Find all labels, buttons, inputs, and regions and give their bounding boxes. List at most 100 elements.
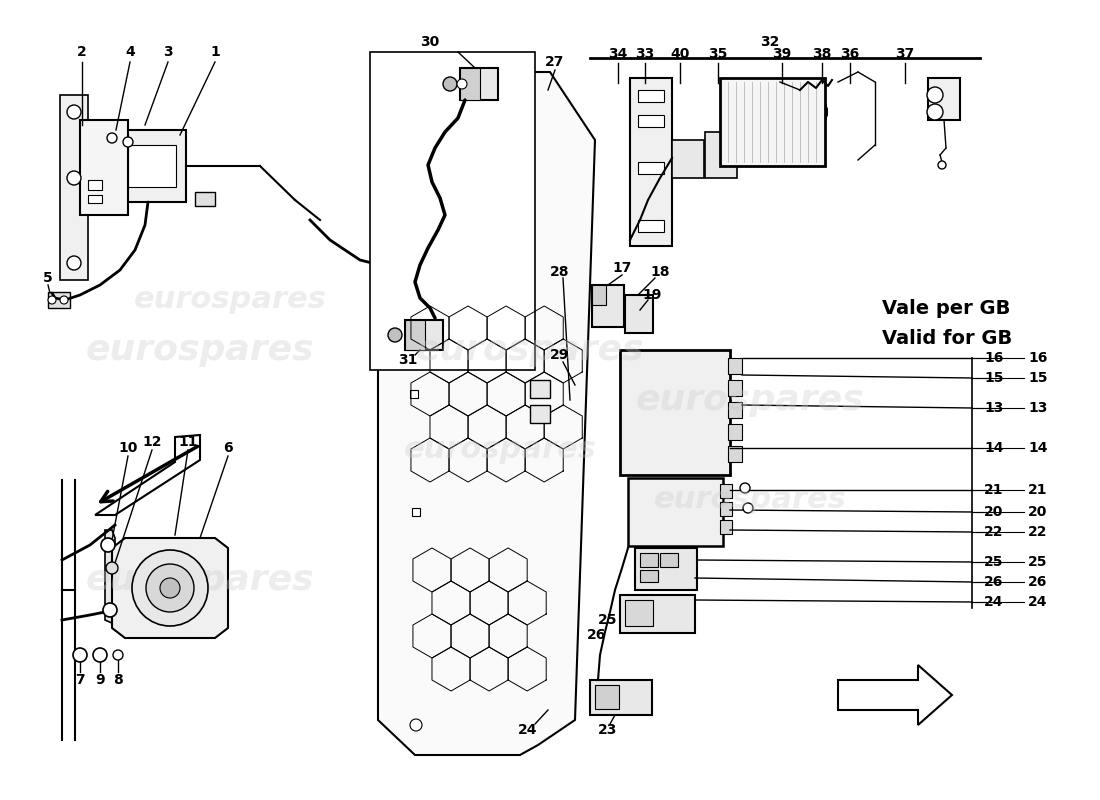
Bar	[638, 220, 664, 232]
Bar	[370, 52, 535, 370]
Circle shape	[123, 137, 133, 147]
Text: 3: 3	[163, 45, 173, 59]
Text: 16: 16	[984, 351, 1003, 365]
Text: 11: 11	[178, 435, 198, 449]
Text: 8: 8	[113, 673, 123, 687]
Bar	[595, 685, 619, 709]
Circle shape	[67, 256, 81, 270]
Circle shape	[132, 550, 208, 626]
Bar	[638, 162, 664, 174]
Text: 14: 14	[984, 441, 1003, 455]
Text: 9: 9	[96, 673, 104, 687]
Polygon shape	[378, 72, 595, 755]
Bar	[640, 570, 658, 582]
Circle shape	[103, 603, 117, 617]
Text: 23: 23	[598, 723, 618, 737]
Text: 13: 13	[984, 401, 1003, 415]
Circle shape	[67, 171, 81, 185]
Bar	[620, 350, 730, 475]
Bar	[620, 595, 695, 633]
Text: 27: 27	[546, 55, 564, 69]
Text: 38: 38	[812, 47, 832, 61]
Bar	[625, 600, 653, 626]
Bar	[410, 390, 418, 398]
Text: 21: 21	[1028, 483, 1047, 497]
Bar	[728, 446, 743, 462]
Circle shape	[927, 104, 943, 120]
Bar	[88, 195, 102, 203]
Bar	[728, 424, 743, 440]
Text: 36: 36	[840, 47, 859, 61]
Text: 14: 14	[1028, 441, 1047, 455]
Circle shape	[106, 562, 118, 574]
Text: 20: 20	[984, 505, 1003, 519]
Polygon shape	[104, 530, 132, 630]
Text: 7: 7	[75, 673, 85, 687]
Circle shape	[67, 105, 81, 119]
Bar	[705, 132, 737, 178]
Text: 18: 18	[650, 265, 670, 279]
Bar	[728, 402, 743, 418]
Bar	[460, 68, 498, 100]
Bar	[88, 180, 102, 190]
Text: 24: 24	[1028, 595, 1047, 609]
Circle shape	[60, 296, 68, 304]
Bar	[80, 120, 128, 215]
Bar	[625, 295, 653, 333]
Circle shape	[742, 503, 754, 513]
Text: 24: 24	[984, 595, 1003, 609]
Bar	[635, 548, 697, 590]
Bar	[412, 508, 420, 516]
Text: 25: 25	[1028, 555, 1047, 569]
Bar	[720, 520, 732, 534]
Text: 15: 15	[1028, 371, 1047, 385]
Bar	[530, 405, 550, 423]
Text: 30: 30	[420, 35, 440, 49]
Text: 26: 26	[984, 575, 1003, 589]
Text: eurospares: eurospares	[133, 286, 327, 314]
Bar	[720, 484, 732, 498]
Circle shape	[73, 648, 87, 662]
Bar	[672, 140, 704, 178]
Text: eurospares: eurospares	[653, 486, 846, 514]
Text: 26: 26	[1028, 575, 1047, 589]
Bar	[728, 380, 743, 396]
Circle shape	[388, 328, 401, 342]
Text: 34: 34	[608, 47, 628, 61]
Circle shape	[146, 564, 194, 612]
Text: 2: 2	[77, 45, 87, 59]
Circle shape	[938, 161, 946, 169]
Circle shape	[443, 77, 456, 91]
Text: 40: 40	[670, 47, 690, 61]
Bar	[592, 285, 606, 305]
Circle shape	[740, 483, 750, 493]
Text: 5: 5	[43, 271, 53, 285]
Bar	[638, 115, 664, 127]
Text: 6: 6	[223, 441, 233, 455]
Circle shape	[927, 87, 943, 103]
Text: 28: 28	[550, 265, 570, 279]
Text: 21: 21	[984, 483, 1003, 497]
Text: 10: 10	[119, 441, 138, 455]
Bar	[405, 320, 425, 350]
Text: Vale per GB: Vale per GB	[882, 298, 1011, 318]
Bar	[720, 78, 825, 166]
Bar	[60, 95, 88, 280]
Text: 15: 15	[984, 371, 1003, 385]
Text: 1: 1	[210, 45, 220, 59]
Text: 25: 25	[984, 555, 1003, 569]
Bar	[640, 553, 658, 567]
Text: Valid for GB: Valid for GB	[882, 329, 1012, 347]
Circle shape	[456, 79, 468, 89]
Text: 22: 22	[1028, 525, 1047, 539]
Polygon shape	[838, 665, 952, 725]
Bar	[195, 192, 214, 206]
Bar	[928, 78, 960, 120]
Text: 17: 17	[613, 261, 631, 275]
Text: 29: 29	[550, 348, 570, 362]
Circle shape	[48, 296, 56, 304]
Text: eurospares: eurospares	[416, 333, 645, 367]
Bar	[660, 553, 678, 567]
Bar	[48, 292, 70, 308]
Text: 31: 31	[398, 353, 418, 367]
